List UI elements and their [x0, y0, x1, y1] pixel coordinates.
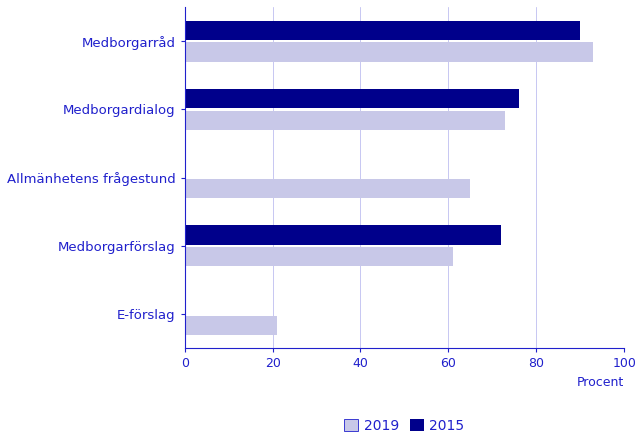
Bar — [185, 316, 277, 335]
Bar — [185, 89, 519, 108]
Bar — [185, 179, 470, 198]
Bar — [185, 247, 453, 266]
Bar — [185, 20, 580, 40]
Bar — [185, 111, 505, 130]
X-axis label: Procent: Procent — [577, 376, 624, 389]
Legend: 2019, 2015: 2019, 2015 — [340, 415, 469, 437]
Bar — [185, 43, 593, 62]
Bar — [185, 226, 501, 245]
